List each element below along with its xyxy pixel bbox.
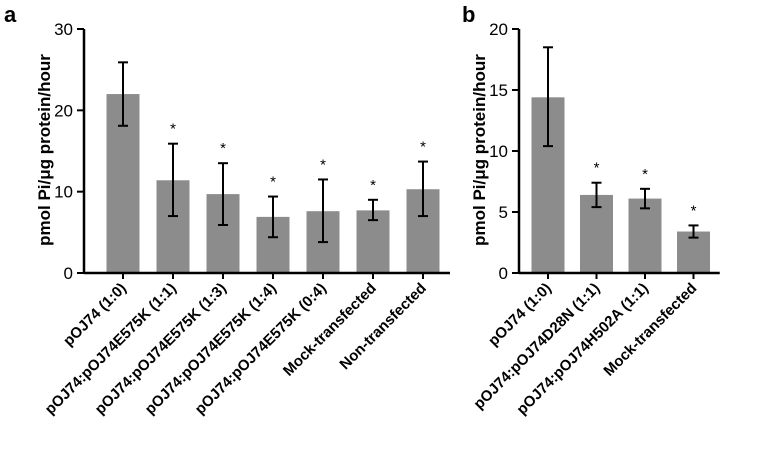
significance-mark: * bbox=[594, 160, 600, 177]
significance-mark: * bbox=[220, 140, 226, 157]
significance-mark: * bbox=[370, 177, 376, 194]
significance-mark: * bbox=[420, 139, 426, 156]
y-tick-label: 20 bbox=[489, 20, 508, 39]
y-tick-label: 30 bbox=[54, 20, 73, 39]
y-tick-label: 10 bbox=[54, 183, 73, 202]
significance-mark: * bbox=[691, 202, 697, 219]
y-tick-label: 20 bbox=[54, 101, 73, 120]
y-axis-label: pmol Pi/μg protein/hour bbox=[470, 54, 489, 246]
y-tick-label: 5 bbox=[499, 203, 508, 222]
y-tick-label: 15 bbox=[489, 81, 508, 100]
category-label: Mock-transfected bbox=[600, 280, 700, 380]
significance-mark: * bbox=[170, 121, 176, 138]
significance-mark: * bbox=[270, 174, 276, 191]
significance-mark: * bbox=[320, 156, 326, 173]
panel-label: b bbox=[462, 2, 475, 27]
category-label: Non-transfected bbox=[336, 280, 429, 373]
y-axis-label: pmol Pi/μg protein/hour bbox=[35, 54, 54, 246]
y-tick-label: 0 bbox=[64, 264, 73, 283]
y-tick-label: 10 bbox=[489, 142, 508, 161]
significance-mark: * bbox=[642, 166, 648, 183]
bar bbox=[628, 198, 662, 273]
category-label: Mock-transfected bbox=[280, 280, 380, 380]
y-tick-label: 0 bbox=[499, 264, 508, 283]
panel-label: a bbox=[4, 2, 17, 27]
